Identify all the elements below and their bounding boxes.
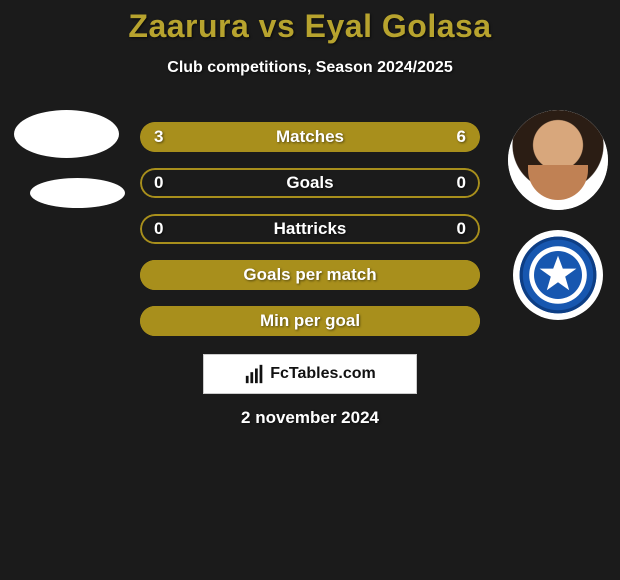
stat-bar: 0 0 Hattricks	[140, 214, 480, 244]
stat-label: Goals per match	[243, 265, 376, 285]
source-badge: FcTables.com	[203, 354, 417, 394]
stat-value-right: 6	[457, 127, 466, 147]
stat-value-right: 0	[457, 219, 466, 239]
left-club-badge-placeholder	[30, 178, 125, 208]
player-face-icon	[508, 110, 608, 210]
page-title: Zaarura vs Eyal Golasa	[0, 0, 620, 45]
comparison-card: Zaarura vs Eyal Golasa Club competitions…	[0, 0, 620, 580]
stat-bar: Min per goal	[140, 306, 480, 336]
stat-label: Hattricks	[274, 219, 347, 239]
left-player-avatar-placeholder	[14, 110, 119, 158]
stat-bar: 0 0 Goals	[140, 168, 480, 198]
source-label: FcTables.com	[270, 365, 376, 383]
stat-label: Goals	[286, 173, 333, 193]
stat-bars: 3 6 Matches 0 0 Goals 0 0 Hattricks Goals per mat…	[140, 122, 480, 336]
club-crest-icon	[518, 235, 598, 315]
stat-bar: Goals per match	[140, 260, 480, 290]
page-subtitle: Club competitions, Season 2024/2025	[0, 59, 620, 77]
stat-label: Min per goal	[260, 311, 360, 331]
stat-bar: 3 6 Matches	[140, 122, 480, 152]
stat-value-left: 0	[154, 173, 163, 193]
right-player-avatar	[508, 110, 608, 210]
stat-value-left: 0	[154, 219, 163, 239]
date-label: 2 november 2024	[0, 408, 620, 428]
right-club-badge	[513, 230, 603, 320]
bar-chart-icon	[244, 363, 266, 385]
stat-value-right: 0	[457, 173, 466, 193]
left-player-column	[8, 110, 125, 208]
right-player-column	[508, 110, 608, 320]
stat-label: Matches	[276, 127, 344, 147]
stat-value-left: 3	[154, 127, 163, 147]
